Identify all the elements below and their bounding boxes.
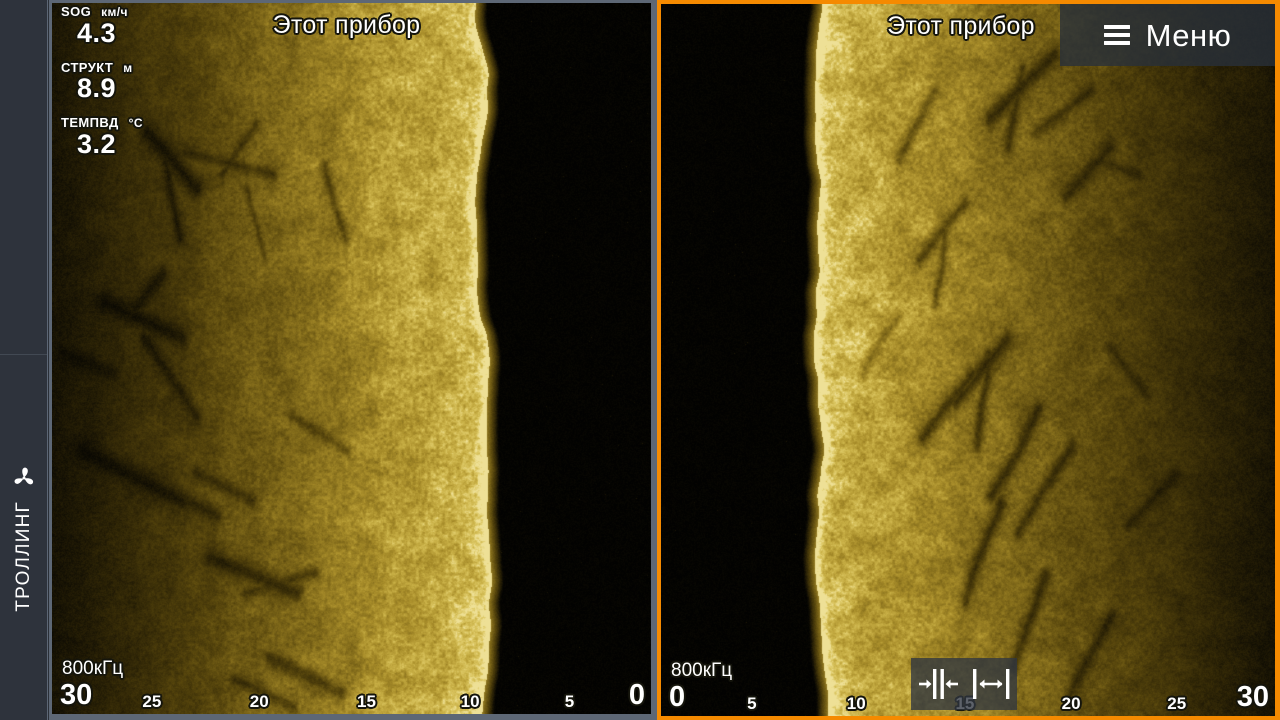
menu-button[interactable]: Меню: [1060, 4, 1275, 66]
sonar-image-left: [52, 3, 651, 714]
range-decrease-button[interactable]: [911, 658, 964, 710]
panel-divider: [651, 0, 657, 720]
menu-button-label: Меню: [1145, 17, 1232, 53]
range-widen-icon: [972, 669, 1009, 699]
hamburger-icon: [1103, 25, 1130, 45]
sonar-panel-left[interactable]: Этот прибор SOG км/ч 4.3 СТРУКТ м 8.9 ТЕ…: [49, 0, 651, 720]
sidebar-item-trolling-label: ТРОЛЛИНГ: [12, 500, 34, 612]
sonar-image-right: [661, 4, 1275, 716]
sidebar-top-zone: [0, 0, 47, 355]
left-sidebar: ТРОЛЛИНГ: [0, 0, 48, 720]
sidebar-item-trolling[interactable]: ТРОЛЛИНГ: [0, 356, 47, 720]
propeller-icon: [14, 467, 33, 484]
range-narrow-icon: [918, 669, 958, 699]
range-increase-button[interactable]: [964, 658, 1017, 710]
sonar-panel-right[interactable]: Этот прибор 800кГц 051015202530: [657, 0, 1280, 720]
range-controls: [911, 658, 1017, 710]
